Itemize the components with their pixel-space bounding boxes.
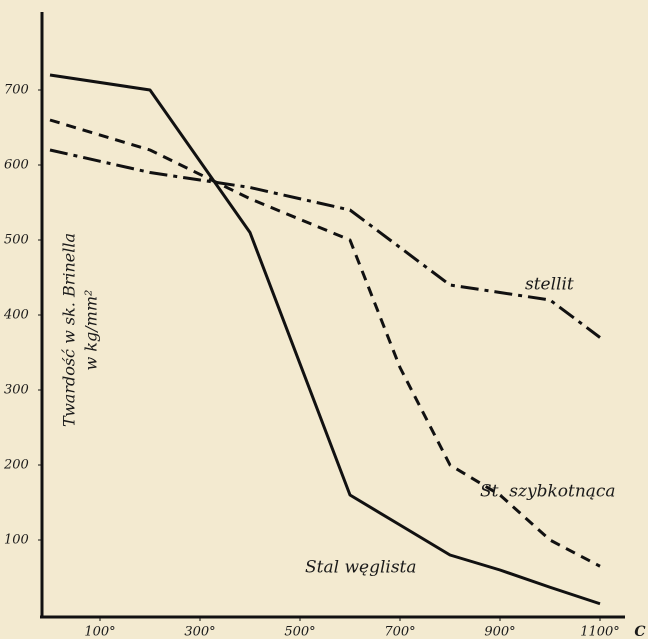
x-tick-label: 500° [284,625,315,639]
y-tick-label: 600 [4,158,29,173]
x-tick-label: 700° [384,625,415,639]
y-axis-label-line: Twardość w sk. Brinella [60,233,79,427]
y-axis-label-line: w kg/mm² [82,290,101,371]
y-tick-label: 700 [4,83,29,98]
series-label: St. szybkotnąca [480,482,616,502]
x-tick-label: 300° [184,625,215,639]
series-line [49,118,601,568]
x-tick-label: 1100° [580,625,620,639]
series-label: stellit [525,275,574,295]
x-tick-label: 100° [84,625,115,639]
y-tick-label: 100 [4,533,29,548]
y-tick-label: 400 [3,308,29,323]
y-tick-label: 500 [4,233,29,248]
series-line [49,148,601,339]
x-axis-label: C [634,624,645,639]
y-axis-label: Twardość w sk. Brinella w kg/mm² [60,233,101,427]
x-tick-label: 900° [484,625,515,639]
series-line [49,73,601,606]
series-label: Stal węglista [305,558,417,578]
y-tick-label: 300 [4,383,29,398]
y-tick-label: 200 [3,458,29,473]
